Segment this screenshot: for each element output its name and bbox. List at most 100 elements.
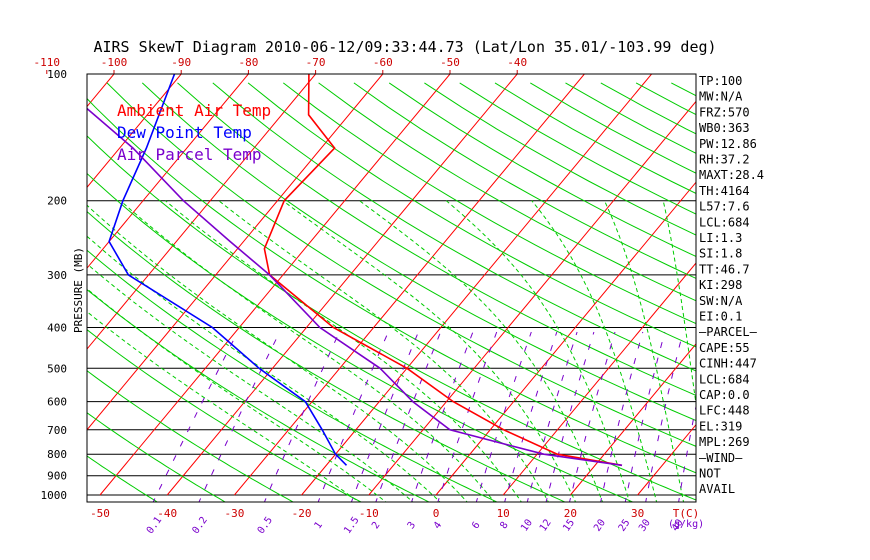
- sidebar-entry: CAPE:55: [699, 341, 750, 355]
- dry-adiabat-line: [459, 82, 696, 215]
- isotherm-line: [87, 74, 384, 431]
- bottom-tick-label: -30: [224, 507, 244, 520]
- moist-adiabat-line: [359, 200, 604, 502]
- dry-adiabat-line: [777, 83, 870, 504]
- bottom-tick-label: 10: [497, 507, 510, 520]
- mixing-ratio-line: [624, 331, 666, 502]
- dry-adiabat-line: [87, 329, 363, 502]
- series-line-dew-point-temp: [108, 74, 348, 466]
- sidebar-entry: TH:4164: [699, 184, 750, 198]
- dry-adiabat-line: [106, 82, 696, 447]
- mixing-ratio-label: 12: [538, 517, 554, 533]
- dry-adiabat-line: [87, 370, 295, 502]
- x-axis-label: T(C): [673, 507, 700, 520]
- bottom-tick-label: 30: [631, 507, 644, 520]
- top-tick-label: -110: [34, 56, 61, 69]
- moist-adiabat-line: [531, 200, 658, 502]
- sidebar-entry: SI:1.8: [699, 247, 742, 261]
- dry-adiabat-line: [388, 82, 696, 258]
- pressure-tick-label: 500: [47, 362, 67, 375]
- isotherm-line: [87, 74, 316, 350]
- mixing-ratio-line: [263, 331, 340, 502]
- sidebar-entry: NOT: [699, 467, 721, 481]
- moist-adiabat-line: [87, 204, 468, 502]
- sidebar-entry: TT:46.7: [699, 262, 750, 276]
- moist-adiabat-line: [604, 200, 685, 502]
- sidebar-entry: EI:0.1: [699, 310, 742, 324]
- bottom-tick-label: 0: [433, 507, 440, 520]
- dry-adiabat-line: [282, 82, 696, 325]
- top-tick-label: -50: [440, 56, 460, 69]
- mixing-ratio-line: [350, 331, 419, 502]
- mixing-ratio-line: [645, 331, 684, 502]
- mixing-ratio-line: [526, 331, 578, 502]
- legend: Ambient Air Temp Dew Point Temp Air Parcel…: [117, 101, 271, 164]
- isotherm-line: [234, 74, 585, 496]
- mixing-ratio-line: [475, 331, 532, 502]
- sidebar-entry: —PARCEL—: [699, 325, 758, 339]
- dry-adiabat-line: [87, 412, 227, 502]
- sidebar-entry: —WIND—: [699, 451, 743, 465]
- bottom-tick-label: -40: [157, 507, 177, 520]
- pressure-tick-label: 400: [47, 321, 67, 334]
- mixing-ratio-line: [317, 331, 389, 502]
- top-tick-label: -70: [306, 56, 326, 69]
- sidebar-entry: TP:100: [699, 74, 742, 88]
- isotherm-line: [368, 100, 696, 496]
- sidebar-entry: CINH:447: [699, 357, 757, 371]
- dry-adiabat-line: [87, 97, 696, 474]
- series-line-ambient-air-temp: [263, 74, 623, 467]
- mixing-ratio-label: 4: [432, 520, 444, 531]
- mixing-ratio-label: 20: [592, 517, 608, 533]
- sidebar-entry: AVAIL: [699, 482, 735, 496]
- sidebar-entry: LI:1.3: [699, 231, 742, 245]
- mixing-ratio-line: [411, 331, 474, 502]
- isotherm-line: [839, 74, 870, 495]
- mixing-ratio-line: [375, 331, 442, 502]
- sidebar-entry: MW:N/A: [699, 90, 743, 104]
- top-tick-label: -90: [171, 56, 191, 69]
- sidebar-entry: MAXT:28.4: [699, 168, 764, 182]
- mixing-ratio-line: [569, 331, 616, 502]
- isotherm-line: [301, 74, 652, 496]
- dry-adiabat-line: [318, 82, 696, 302]
- sidebar-entry: WB0:363: [699, 121, 750, 135]
- moist-adiabat-line: [120, 200, 495, 502]
- top-tick-label: -80: [238, 56, 258, 69]
- sidebar-entry: CAP:0.0: [699, 388, 750, 402]
- dry-adiabat-line: [742, 83, 870, 504]
- sidebar-entry: RH:37.2: [699, 153, 750, 167]
- sidebar-entry: KI:298: [699, 278, 742, 292]
- y-axis-label: PRESSURE (MB): [72, 247, 85, 333]
- moist-adiabat-line: [165, 200, 522, 502]
- dry-adiabat-line: [212, 82, 696, 372]
- mixing-ratio-line: [504, 331, 558, 502]
- mixing-ratio-label: 8: [498, 520, 510, 531]
- isotherm-line: [87, 74, 249, 269]
- pressure-tick-label: 800: [47, 448, 67, 461]
- moist-adiabat-line: [87, 263, 414, 502]
- series-line-air-parcel-temp: [87, 107, 623, 467]
- dry-adiabat-line: [848, 83, 870, 504]
- sidebar-entry: FRZ:570: [699, 105, 750, 119]
- isotherm-line: [166, 74, 518, 496]
- mixing-ratio-line: [437, 331, 498, 502]
- pressure-tick-label: 300: [47, 269, 67, 282]
- moist-adiabat-line: [87, 311, 360, 502]
- dry-adiabat-line: [87, 210, 567, 502]
- sidebar-entry: LFC:448: [699, 404, 750, 418]
- legend-item: Ambient Air Temp: [117, 101, 271, 120]
- pressure-tick-label: 200: [47, 195, 67, 208]
- mixing-ratio-line: [198, 331, 281, 502]
- sidebar-entry: SW:N/A: [699, 294, 743, 308]
- isotherm-line: [87, 74, 182, 189]
- isotherm-line: [772, 74, 870, 495]
- mixing-ratio-line: [678, 404, 696, 502]
- mixing-ratio-label: 10: [519, 517, 535, 533]
- mixing-ratio-label: 0.2: [190, 515, 209, 536]
- pressure-tick-label: 700: [47, 424, 67, 437]
- dry-adiabat-line: [177, 82, 696, 396]
- mixing-ratio-label: 2: [370, 520, 382, 531]
- isotherm-line: [0, 74, 47, 495]
